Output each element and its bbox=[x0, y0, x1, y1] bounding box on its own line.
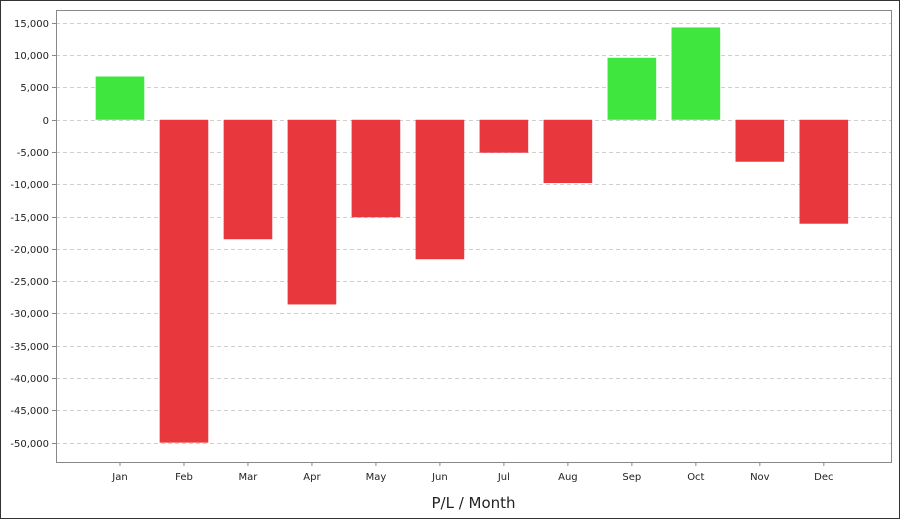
y-tick-label: -25,000 bbox=[10, 277, 49, 288]
x-tick-label: Jun bbox=[431, 472, 448, 483]
bar-sep bbox=[607, 57, 657, 120]
y-tick-label: 0 bbox=[43, 116, 49, 127]
x-tick-label: Dec bbox=[814, 472, 833, 483]
x-tick-label: Nov bbox=[750, 472, 770, 483]
y-tick-label: -30,000 bbox=[10, 309, 49, 320]
bar-nov bbox=[735, 119, 785, 162]
bar-jun bbox=[415, 119, 465, 260]
x-tick-label: Apr bbox=[303, 472, 321, 483]
x-tick-label: Feb bbox=[175, 472, 193, 483]
y-tick-label: -5,000 bbox=[17, 148, 49, 159]
plot-area-border bbox=[56, 10, 892, 463]
bar-jan bbox=[95, 76, 145, 120]
y-tick-label: 5,000 bbox=[20, 83, 49, 94]
x-tick-label: Jan bbox=[111, 472, 127, 483]
y-tick-label: 15,000 bbox=[14, 19, 49, 30]
y-tick-label: -20,000 bbox=[10, 245, 49, 256]
bar-oct bbox=[671, 27, 721, 120]
x-tick-label: Mar bbox=[239, 472, 259, 483]
bar-jul bbox=[479, 119, 529, 153]
bars bbox=[95, 27, 849, 443]
bar-feb bbox=[159, 119, 209, 443]
bar-aug bbox=[543, 119, 593, 184]
y-axis-ticks: 15,000 10,000 5,000 0 -5,000 -10,000 -15,000 -2… bbox=[10, 19, 56, 450]
x-axis-ticks: Jan Feb Mar Apr May Jun Jul Aug Sep Oct Nov Dec bbox=[111, 462, 833, 483]
x-tick-label: Jul bbox=[497, 472, 510, 483]
x-tick-label: Aug bbox=[558, 472, 578, 483]
y-tick-label: 10,000 bbox=[14, 51, 49, 62]
x-tick-label: Sep bbox=[622, 472, 641, 483]
x-tick-label: May bbox=[366, 472, 387, 483]
y-tick-label: -50,000 bbox=[10, 439, 49, 450]
bar-may bbox=[351, 119, 401, 218]
y-tick-label: -15,000 bbox=[10, 213, 49, 224]
y-tick-label: -35,000 bbox=[10, 342, 49, 353]
y-tick-label: -40,000 bbox=[10, 374, 49, 385]
bar-apr bbox=[287, 119, 337, 305]
x-tick-label: Oct bbox=[687, 472, 704, 483]
y-tick-label: -45,000 bbox=[10, 406, 49, 417]
x-axis-title: P/L / Month bbox=[431, 494, 515, 512]
bar-mar bbox=[223, 119, 273, 240]
bar-dec bbox=[799, 119, 849, 224]
y-tick-label: -10,000 bbox=[10, 180, 49, 191]
